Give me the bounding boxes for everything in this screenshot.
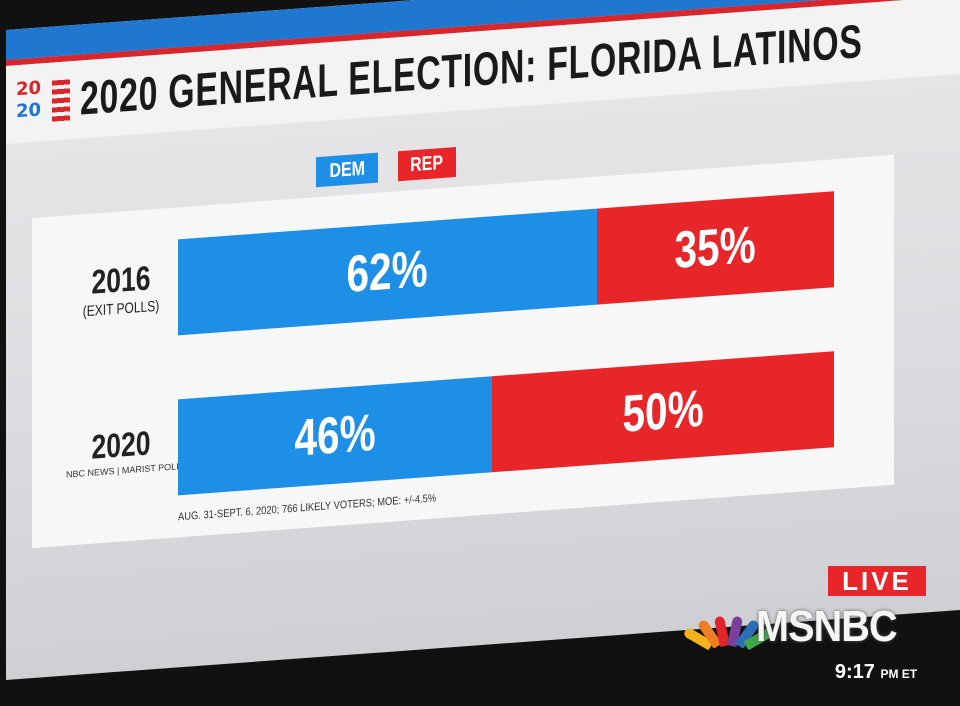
row-label-2020: 2020 NBC NEWS | MARIST POLL (66, 423, 181, 479)
bar-label-2016-dem: 62% (346, 240, 429, 304)
row-year-2016: 2016 (91, 259, 151, 302)
legend-rep-label: REP (410, 151, 444, 177)
legend-dem-label: DEM (329, 157, 365, 183)
network-name: MSNBC (756, 602, 898, 651)
row-year-2020: 2020 (91, 424, 151, 467)
bar-label-2020-dem: 46% (294, 403, 376, 468)
tv-screen: 20 20 2020 GENERAL ELECTION: FLORIDA LAT… (6, 0, 960, 680)
flag-stripes-icon (52, 79, 70, 123)
network-brand: MSNBC (682, 602, 912, 652)
row-label-2016: 2016 (EXIT POLLS) (66, 258, 176, 322)
live-badge: LIVE (828, 566, 926, 596)
time-display: 9:17 PM ET (826, 658, 926, 686)
bar-label-2020-rep: 50% (622, 379, 704, 444)
time-suffix: PM ET (880, 667, 918, 681)
election-2020-logo-icon: 20 20 (16, 75, 76, 131)
peacock-logo-icon (682, 608, 775, 651)
legend-rep: REP (398, 146, 456, 182)
bar-2016-rep: 35% (597, 191, 834, 305)
time-value: 9:17 (834, 661, 875, 683)
bar-label-2016-rep: 35% (674, 215, 757, 280)
legend-dem: DEM (316, 152, 378, 188)
